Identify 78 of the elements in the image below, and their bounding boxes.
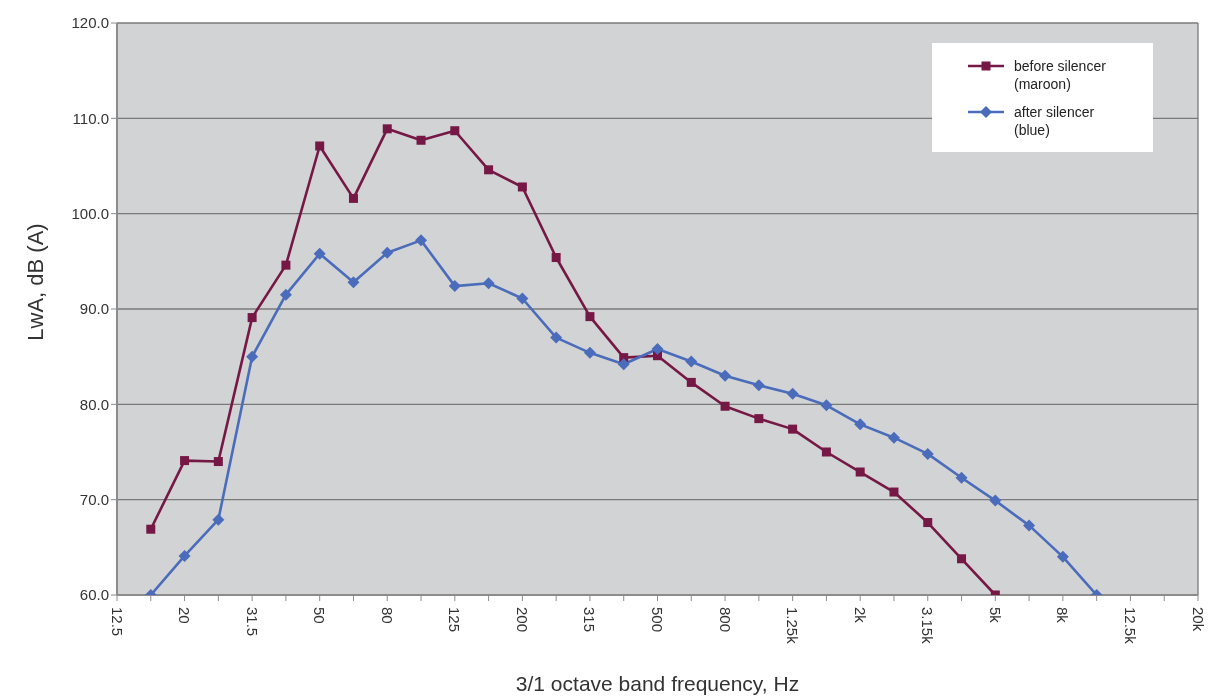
x-tick-label: 50 [311,607,329,624]
point [686,377,696,387]
point [820,399,833,412]
point [516,292,529,305]
x-tick-label: 12.5k [1121,607,1139,645]
point [482,277,495,290]
y-tick-label: 70.0 [79,490,109,508]
point [247,313,257,323]
y-axis-title: LwA, dB (A) [22,223,48,341]
point [889,487,899,497]
y-tick-label: 90.0 [79,300,109,318]
y-tick-label: 80.0 [79,395,109,413]
point [786,387,799,400]
x-tick-label: 12.5 [108,607,126,637]
x-tick-label: 315 [581,607,599,633]
point [146,524,156,534]
y-tick-label: 110.0 [72,109,109,127]
point [178,549,191,562]
x-tick-label: 31.5 [243,607,261,637]
point [381,246,394,259]
point [484,165,494,175]
point [1023,519,1036,532]
y-tick-label: 100.0 [71,204,109,222]
legend-label: after silencer (blue) [1014,103,1096,139]
point [279,288,292,301]
x-tick-label: 2k [851,607,869,624]
x-tick-label: 1.25k [784,607,802,645]
y-tick-label: 120.0 [71,14,109,32]
point [788,424,798,434]
x-tick-label: 20k [1189,607,1207,632]
point [213,457,223,467]
point [957,554,967,564]
point [821,447,831,457]
point [754,414,764,424]
point [685,355,698,368]
point [921,447,934,460]
point [583,346,596,359]
x-tick-label: 8k [1054,607,1072,624]
point [854,418,867,431]
point [348,193,358,203]
point [315,141,325,151]
point [550,331,563,344]
x-tick-label: 80 [378,607,396,624]
x-tick-label: 125 [446,607,464,633]
point [281,260,291,270]
x-tick-label: 200 [513,607,531,633]
x-tick-label: 20 [176,607,194,624]
point [1056,550,1069,563]
x-tick-label: 500 [649,607,666,633]
point [720,401,730,411]
point [246,350,259,363]
point [551,253,561,263]
point [989,494,1002,507]
x-tick-label: 3.15k [919,607,937,645]
point [651,343,664,356]
point [887,431,900,444]
point [517,182,527,192]
point [955,471,968,484]
point [448,280,461,293]
point [212,513,225,526]
point [752,379,765,392]
point [923,518,933,528]
x-axis-title: 3/1 octave band frequency, Hz [515,672,800,695]
point [416,135,426,145]
y-tick-label: 60.0 [79,586,109,604]
point [450,126,460,136]
legend-label: before silencer (maroon) [1014,57,1107,93]
point [313,247,326,260]
point [382,124,392,134]
point [415,234,428,247]
point [855,467,865,477]
point [719,369,732,382]
x-tick-label: 5k [986,607,1004,624]
point [180,456,190,466]
point [585,312,595,322]
point [617,358,630,371]
x-tick-label: 800 [716,607,734,633]
point [347,276,360,289]
